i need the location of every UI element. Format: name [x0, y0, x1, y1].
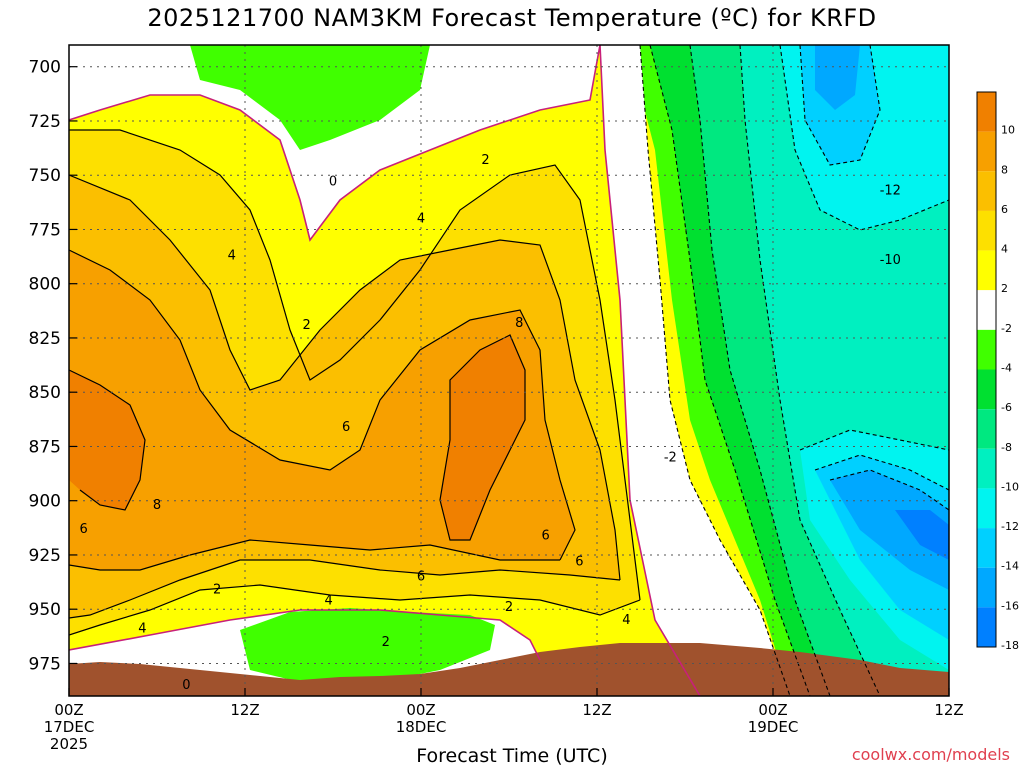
contour-label: -10 — [880, 253, 901, 268]
y-tick-label: 975 — [29, 654, 61, 674]
colorbar-swatch — [977, 250, 996, 291]
contour-label: 4 — [138, 622, 146, 637]
fill-10-12-b — [440, 335, 525, 540]
x-tick-label: 19DEC — [748, 718, 799, 736]
y-tick-label: 725 — [29, 112, 61, 132]
x-tick-label: 12Z — [230, 701, 259, 719]
colorbar-swatch — [977, 210, 996, 251]
y-axis-ticks: 700 725 750 775 800 825 850 875 900 925 950 975 — [29, 58, 77, 674]
contour-label: 6 — [342, 420, 350, 435]
contour-label: 2 — [213, 583, 221, 598]
colorbar-label: -16 — [1001, 599, 1019, 612]
x-tick-label: 12Z — [582, 701, 611, 719]
colorbar-label: 2 — [1001, 282, 1008, 295]
zero-contours — [69, 45, 701, 696]
fill-neg16-neg18 — [895, 510, 949, 560]
x-tick-label: 00Z — [758, 701, 787, 719]
negative-contours — [639, 45, 949, 696]
x-tick-label: 17DEC — [44, 718, 95, 736]
contour-label: 2 — [505, 600, 513, 615]
colorbar-swatch — [977, 488, 996, 529]
colorbar: 10 8 6 4 2 -2 -4 -6 -8 -10 -12 -14 -16 -18 — [976, 91, 1019, 652]
y-tick-label: 750 — [29, 166, 61, 186]
colorbar-swatch — [977, 607, 996, 647]
contour-label: -2 — [664, 450, 677, 465]
y-tick-label: 900 — [29, 492, 61, 512]
fill-white-upper — [69, 45, 600, 240]
x-axis-label: Forecast Time (UTC) — [416, 745, 608, 767]
temperature-field — [69, 45, 949, 696]
x-tick-label: 00Z — [406, 701, 435, 719]
contour-label: 4 — [622, 613, 630, 628]
colorbar-swatch — [977, 409, 996, 449]
colorbar-swatch — [977, 528, 996, 568]
fill-neg14-neg16-lower — [830, 470, 949, 590]
colorbar-label: -14 — [1001, 560, 1019, 573]
contour-label: 4 — [324, 594, 332, 609]
fill-green-lower — [240, 608, 495, 682]
y-tick-label: 850 — [29, 383, 61, 403]
colorbar-swatch — [977, 448, 996, 489]
credit-text: coolwx.com/models — [851, 745, 1010, 764]
contour-label: 4 — [228, 248, 236, 263]
chart-title: 2025121700 NAM3KM Forecast Temperature (… — [147, 4, 877, 32]
contour-label: 4 — [417, 212, 425, 227]
colorbar-label: -2 — [1001, 322, 1012, 335]
y-tick-label: 950 — [29, 600, 61, 620]
contour-label: 8 — [153, 498, 161, 513]
contour-label: 6 — [575, 554, 583, 569]
contour-label: 6 — [417, 570, 425, 585]
colorbar-label: 10 — [1001, 124, 1015, 137]
ground-surface — [69, 643, 949, 696]
contour-label: 8 — [515, 316, 523, 331]
y-tick-label: 925 — [29, 546, 61, 566]
x-tick-label: 18DEC — [396, 718, 447, 736]
colorbar-swatch — [977, 171, 996, 211]
colorbar-label: -10 — [1001, 480, 1019, 493]
fill-neg14-neg16 — [815, 45, 860, 110]
colorbar-label: -18 — [1001, 639, 1019, 652]
x-tick-label: 2025 — [50, 735, 88, 753]
colorbar-swatch — [977, 369, 996, 410]
contour-labels: 2 0 4 4 2 8 6 -2 -12 -10 8 6 6 6 6 2 4 2 4 4 2 0 — [80, 153, 901, 693]
colorbar-swatch — [977, 131, 996, 172]
colorbar-frame — [976, 91, 997, 648]
colorbar-swatch — [977, 290, 996, 330]
contour-label: 2 — [382, 635, 390, 650]
contour-label: 2 — [481, 153, 489, 168]
y-tick-label: 825 — [29, 329, 61, 349]
y-tick-label: 875 — [29, 437, 61, 457]
fill-green-upper — [190, 45, 430, 150]
contour-label: 0 — [182, 678, 190, 693]
colorbar-swatch — [977, 329, 996, 370]
colorbar-label: -4 — [1001, 362, 1012, 375]
contour-label: 6 — [542, 528, 550, 543]
colorbar-label: -8 — [1001, 441, 1012, 454]
y-tick-label: 800 — [29, 275, 61, 295]
positive-contours — [69, 129, 641, 636]
fill-0-2-white — [600, 45, 790, 696]
contour-label: 6 — [80, 522, 88, 537]
contour-label: 0 — [329, 175, 337, 190]
colorbar-swatch — [977, 567, 996, 608]
colorbar-swatch — [977, 92, 996, 132]
y-tick-label: 700 — [29, 58, 61, 78]
y-tick-label: 775 — [29, 220, 61, 240]
colorbar-label: -6 — [1001, 401, 1012, 414]
fill-10-12 — [69, 370, 145, 510]
colorbar-label: 8 — [1001, 163, 1008, 176]
contour-label: 2 — [302, 318, 310, 333]
plot-frame — [68, 44, 950, 697]
x-tick-label: 00Z — [54, 701, 83, 719]
colorbar-label: 4 — [1001, 243, 1008, 256]
colorbar-label: -12 — [1001, 520, 1019, 533]
x-tick-label: 12Z — [934, 701, 963, 719]
colorbar-label: 6 — [1001, 203, 1008, 216]
contour-label: -12 — [880, 183, 901, 198]
